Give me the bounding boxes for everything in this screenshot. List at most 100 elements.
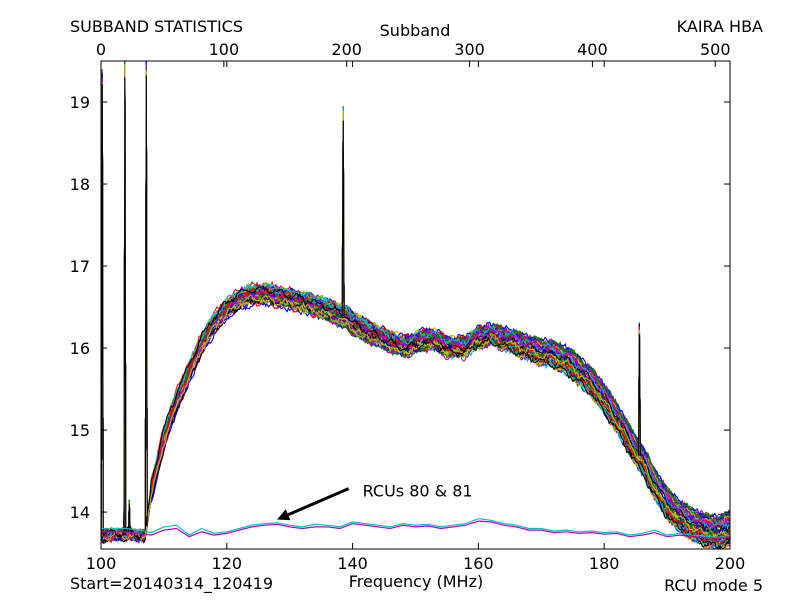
rcu-spectrum-line	[101, 68, 730, 541]
rcu-spectrum-line	[101, 62, 730, 544]
title-right: KAIRA HBA	[677, 17, 763, 36]
rcu-spectrum-line	[101, 68, 730, 541]
y-tick-label: 19	[70, 93, 90, 112]
footer-right: RCU mode 5	[664, 576, 763, 595]
rcu-spectrum-line	[101, 63, 730, 546]
x-tick-label: 120	[212, 554, 243, 573]
rcu-spectrum-line	[101, 71, 730, 538]
rcu-spectrum-line	[101, 72, 730, 544]
rcu-spectrum-line	[101, 69, 730, 549]
rcu-spectrum-line	[101, 68, 730, 540]
x-tick-label: 180	[589, 554, 620, 573]
rcu-spectrum-line	[101, 64, 730, 542]
rcu-spectrum-line	[101, 71, 730, 539]
top-tick-label: 400	[577, 40, 608, 59]
annotation-arrow-head	[277, 509, 291, 521]
rcu-spectrum-line	[101, 75, 730, 543]
rcu-spectrum-line	[101, 63, 730, 543]
rcu-spectrum-line	[101, 68, 730, 542]
y-tick-label: 17	[70, 257, 90, 276]
rcu-spectrum-line	[101, 67, 730, 541]
plot-frame	[100, 60, 731, 550]
rcu-spectrum-line	[101, 69, 730, 542]
rcu-spectrum-line	[101, 71, 730, 549]
rcu-spectrum-line	[101, 67, 730, 547]
rcu-spectrum-line	[101, 67, 730, 540]
rcu-spectrum-line	[101, 63, 730, 549]
rcu-spectrum-line	[101, 66, 730, 548]
rcu-spectrum-line	[101, 72, 730, 539]
rcu-spectrum-line	[101, 68, 730, 548]
rcu-spectrum-line	[101, 74, 730, 543]
rcu-spectrum-line	[101, 61, 730, 544]
rcu-spectrum-line	[101, 61, 730, 539]
y-tick-label: 16	[70, 339, 90, 358]
rcu-series-line	[101, 518, 730, 539]
rcu-spectrum-line	[101, 61, 730, 540]
rcu-spectrum-line	[101, 68, 730, 543]
rcu-spectrum-line	[101, 64, 730, 541]
x-axis-label: Frequency (MHz)	[349, 572, 483, 591]
x-tick-label: 140	[337, 554, 368, 573]
rcu-spectrum-line	[101, 66, 730, 540]
y-axis-ticks: 14 15 16 17 18 19	[70, 93, 730, 522]
rcu-spectrum-line	[101, 61, 730, 542]
rcu-spectrum-line	[101, 66, 730, 541]
rcu-spectrum-line	[101, 63, 730, 545]
rcu-spectrum-line	[101, 75, 730, 543]
x-axis-ticks: 100 120 140 160 180 200	[86, 61, 746, 573]
rcu-spectrum-line	[101, 75, 730, 549]
annotation-label: RCUs 80 & 81	[363, 482, 473, 501]
rcu-spectrum-line	[101, 64, 730, 543]
rcu-spectrum-line	[101, 68, 730, 542]
top-tick-label: 200	[331, 40, 362, 59]
rcu-spectrum-line	[101, 61, 730, 549]
title-left: SUBBAND STATISTICS	[70, 17, 243, 36]
rcu-spectrum-line	[101, 70, 730, 544]
top-tick-label: 500	[700, 40, 731, 59]
rcu-spectrum-line	[101, 68, 730, 540]
annotation-arrow	[287, 487, 350, 517]
rcu-spectrum-line	[101, 70, 730, 538]
footer-left: Start=20140314_120419	[70, 574, 273, 594]
rcu-spectrum-line	[101, 66, 730, 541]
rcu-spectrum-line	[101, 63, 730, 540]
x-tick-label: 100	[86, 554, 117, 573]
rcu-spectrum-line	[101, 61, 730, 541]
top-tick-label: 100	[209, 40, 240, 59]
rcu-spectrum-line	[101, 62, 730, 542]
top-tick-label: 0	[96, 40, 106, 59]
x-tick-label: 200	[715, 554, 746, 573]
plot-area	[101, 61, 730, 549]
rcu-series-line	[101, 520, 730, 539]
rcu-spectrum-line	[101, 64, 730, 545]
rcu-spectrum-line	[101, 61, 730, 543]
rcu-spectrum-line	[101, 61, 730, 546]
rcu-spectrum-line	[101, 63, 730, 541]
y-tick-label: 14	[70, 503, 90, 522]
rcu-spectrum-line	[101, 66, 730, 544]
rcu-spectrum-line	[101, 61, 730, 542]
rcu-spectrum-line	[101, 64, 730, 541]
rcu-spectrum-line	[101, 65, 730, 541]
rcu-spectrum-line	[101, 65, 730, 541]
rcu-spectrum-line	[101, 70, 730, 543]
rcu-spectrum-line	[101, 67, 730, 544]
top-axis-label: Subband	[380, 21, 451, 40]
rcu-spectrum-line	[101, 62, 730, 547]
x-tick-label: 160	[463, 554, 494, 573]
rcu-spectrum-line	[101, 64, 730, 542]
y-tick-label: 15	[70, 421, 90, 440]
rcu-spectrum-line	[101, 64, 730, 542]
rcu-spectrum-line	[101, 66, 730, 549]
rcu-spectrum-line	[101, 66, 730, 540]
top-axis-ticks: 0 100 200 300 400 500	[96, 40, 731, 67]
y-tick-label: 18	[70, 175, 90, 194]
rcu-spectrum-line	[101, 66, 730, 542]
rcu-spectrum-line	[101, 62, 730, 540]
rcu-spectrum-line	[101, 64, 730, 541]
rcu-spectrum-line	[101, 66, 730, 546]
rcu-spectrum-line	[101, 70, 730, 546]
rcu-spectrum-line	[101, 70, 730, 541]
